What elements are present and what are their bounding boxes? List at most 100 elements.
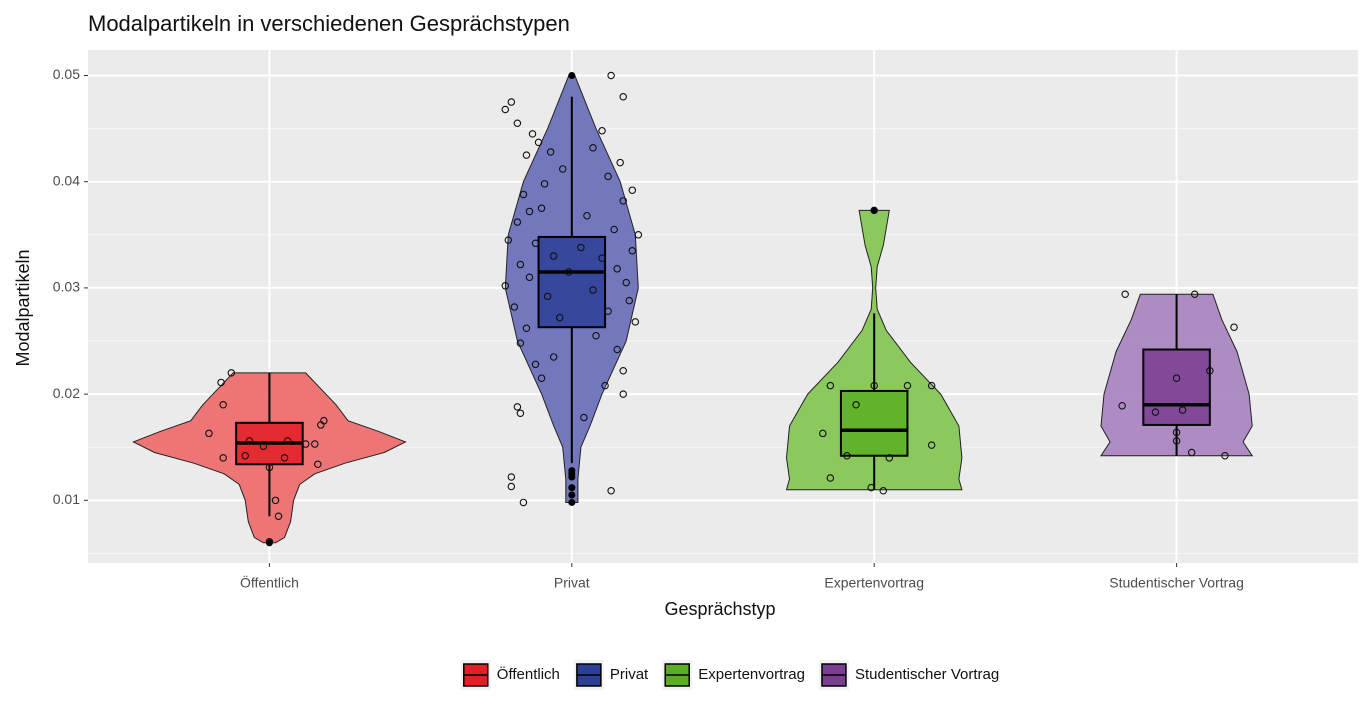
jitter-point — [819, 429, 827, 438]
jitter-point — [1151, 408, 1160, 416]
jitter-point — [592, 331, 600, 340]
jitter-point — [1221, 451, 1229, 460]
outlier — [870, 206, 878, 214]
jitter-point — [501, 105, 510, 114]
jitter-point — [513, 218, 522, 226]
jitter-point — [1121, 290, 1129, 299]
jitter-point — [507, 473, 516, 481]
jitter-point — [634, 231, 643, 239]
jitter-point — [528, 130, 537, 138]
jitter-point — [227, 369, 236, 377]
jitter-point — [628, 246, 637, 255]
jitter-point — [314, 460, 322, 468]
jitter-point — [534, 138, 543, 147]
outlier — [568, 498, 576, 506]
jitter-point — [522, 324, 531, 333]
jitter-point — [265, 538, 274, 546]
x-axis-label: Gesprächstyp — [664, 599, 775, 619]
jitter-point — [843, 451, 851, 460]
outlier — [568, 484, 576, 492]
jitter-point — [879, 487, 888, 495]
jitter-point — [549, 353, 558, 361]
jitter-point — [598, 254, 606, 262]
jitter-point — [219, 400, 227, 409]
jitter-point — [1190, 290, 1199, 299]
y-tick-label: 0.02 — [53, 385, 80, 401]
jitter-point — [522, 151, 531, 159]
jitter-point — [565, 268, 573, 276]
jitter-point — [580, 413, 588, 422]
jitter-point — [622, 278, 630, 287]
jitter-point — [852, 400, 860, 409]
jitter-point — [513, 403, 522, 411]
legend-label: Studentischer Vortrag — [855, 666, 999, 683]
x-tick-label: Privat — [554, 575, 590, 591]
jitter-point — [628, 186, 637, 194]
jitter-point — [531, 360, 540, 369]
jitter-point — [301, 440, 310, 448]
jitter-point — [616, 158, 624, 167]
jitter-point — [1230, 323, 1238, 331]
jitter-point — [516, 339, 525, 347]
jitter-point — [241, 451, 249, 460]
jitter-point — [613, 345, 621, 354]
box — [537, 235, 607, 329]
jitter-point — [507, 98, 516, 106]
jitter-point — [826, 381, 835, 390]
jitter-point — [1187, 448, 1196, 457]
jitter-point — [1118, 402, 1126, 410]
jitter-point — [826, 474, 835, 482]
jitter-point — [601, 381, 609, 390]
jitter-point — [604, 307, 612, 316]
jitter-point — [607, 487, 615, 495]
jitter-point — [558, 165, 567, 173]
jitter-point — [619, 367, 627, 375]
jitter-point — [1172, 374, 1181, 382]
jitter-point — [280, 454, 289, 462]
jitter-point — [504, 236, 513, 244]
jitter-point — [219, 454, 227, 462]
jitter-point — [540, 180, 549, 188]
jitter-point — [870, 381, 878, 390]
legend-label: Privat — [610, 666, 649, 683]
jitter-point — [589, 143, 597, 152]
outlier — [568, 491, 576, 499]
jitter-point — [1178, 406, 1187, 414]
y-tick-label: 0.03 — [53, 279, 80, 295]
outlier — [568, 473, 576, 481]
jitter-point — [903, 381, 912, 390]
jitter-point — [543, 292, 552, 301]
jitter-point — [613, 265, 621, 273]
jitter-point — [516, 260, 525, 269]
jitter-point — [525, 207, 534, 216]
y-tick-label: 0.05 — [53, 66, 80, 82]
jitter-point — [610, 225, 618, 234]
jitter-point — [519, 190, 528, 199]
jitter-point — [885, 454, 894, 462]
y-axis-label: Modalpartikeln — [13, 249, 33, 366]
jitter-point — [259, 442, 268, 450]
jitter-point — [870, 206, 878, 215]
jitter-point — [283, 437, 292, 445]
jitter-point — [619, 390, 627, 398]
chart-title: Modalpartikeln in verschiedenen Gespräch… — [88, 11, 570, 36]
jitter-point — [927, 441, 936, 449]
x-tick-label: Expertenvortrag — [824, 575, 924, 591]
jitter-point — [519, 498, 528, 507]
x-tick-label: Öffentlich — [240, 574, 299, 591]
jitter-point — [217, 378, 225, 387]
legend-label: Öffentlich — [497, 665, 560, 683]
box — [839, 389, 909, 457]
jitter-point — [555, 313, 564, 322]
jitter-point — [510, 303, 519, 311]
jitter-point — [311, 440, 319, 448]
jitter-point — [320, 416, 328, 425]
jitter-point — [537, 374, 546, 382]
jitter-point — [1172, 437, 1181, 445]
jitter-point — [274, 512, 283, 521]
jitter-point — [507, 482, 516, 491]
jitter-point — [513, 119, 522, 128]
jitter-point — [598, 126, 606, 135]
jitter-point — [501, 282, 510, 290]
